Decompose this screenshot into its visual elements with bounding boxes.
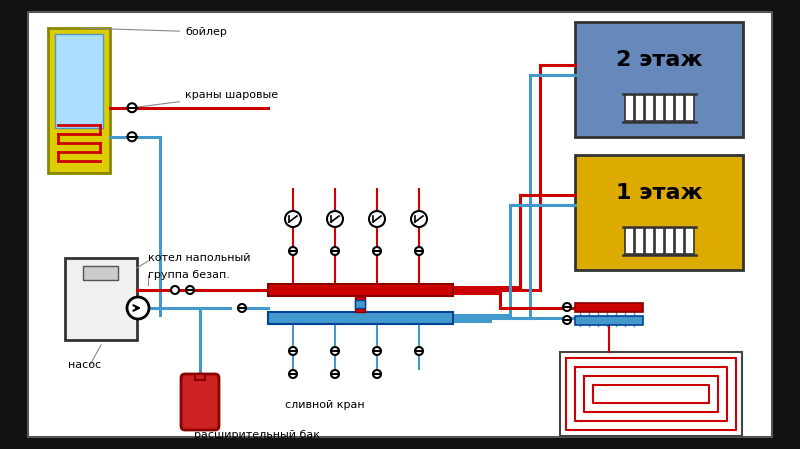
Text: сливной кран: сливной кран [285, 400, 365, 410]
Bar [268, 284, 453, 296]
Circle shape [289, 370, 297, 378]
Bar [195, 374, 205, 380]
Bar [665, 228, 674, 254]
Circle shape [373, 247, 381, 255]
Circle shape [563, 316, 571, 324]
Bar [55, 34, 103, 128]
Text: расширительный бак: расширительный бак [194, 430, 320, 440]
Circle shape [563, 303, 571, 311]
FancyBboxPatch shape [181, 374, 219, 430]
Bar [645, 228, 654, 254]
Bar [355, 296, 365, 312]
Text: краны шаровые: краны шаровые [134, 90, 278, 107]
Text: 1 этаж: 1 этаж [616, 183, 702, 203]
Circle shape [373, 347, 381, 355]
Bar [575, 316, 643, 325]
Bar [654, 95, 663, 121]
Bar [83, 266, 118, 280]
Bar [674, 228, 683, 254]
Circle shape [171, 286, 179, 294]
Bar [674, 95, 683, 121]
Bar [685, 228, 694, 254]
Bar [48, 28, 110, 173]
Bar [654, 228, 663, 254]
Circle shape [127, 103, 137, 112]
Bar [355, 300, 365, 308]
Text: насос: насос [68, 360, 101, 370]
Bar [65, 258, 137, 340]
Circle shape [369, 211, 385, 227]
Circle shape [289, 347, 297, 355]
Circle shape [331, 247, 339, 255]
Circle shape [327, 211, 343, 227]
Circle shape [186, 286, 194, 294]
Bar [575, 155, 743, 270]
Circle shape [331, 370, 339, 378]
Bar [685, 95, 694, 121]
Bar [645, 95, 654, 121]
Circle shape [331, 347, 339, 355]
Bar [665, 95, 674, 121]
Bar [634, 228, 643, 254]
Circle shape [373, 370, 381, 378]
Bar [625, 228, 634, 254]
Bar [575, 22, 743, 137]
Text: котел напольный: котел напольный [148, 253, 250, 263]
Bar [634, 95, 643, 121]
Circle shape [127, 297, 149, 319]
Circle shape [285, 211, 301, 227]
Circle shape [415, 347, 423, 355]
Text: группа безап.: группа безап. [148, 270, 230, 280]
Bar [268, 312, 453, 324]
Circle shape [127, 132, 137, 141]
Bar [575, 303, 643, 312]
Text: бойлер: бойлер [82, 27, 227, 37]
Circle shape [411, 211, 427, 227]
Circle shape [289, 247, 297, 255]
Bar [560, 352, 742, 436]
Bar [625, 95, 634, 121]
Text: 2 этаж: 2 этаж [616, 50, 702, 70]
Circle shape [415, 247, 423, 255]
Circle shape [238, 304, 246, 312]
